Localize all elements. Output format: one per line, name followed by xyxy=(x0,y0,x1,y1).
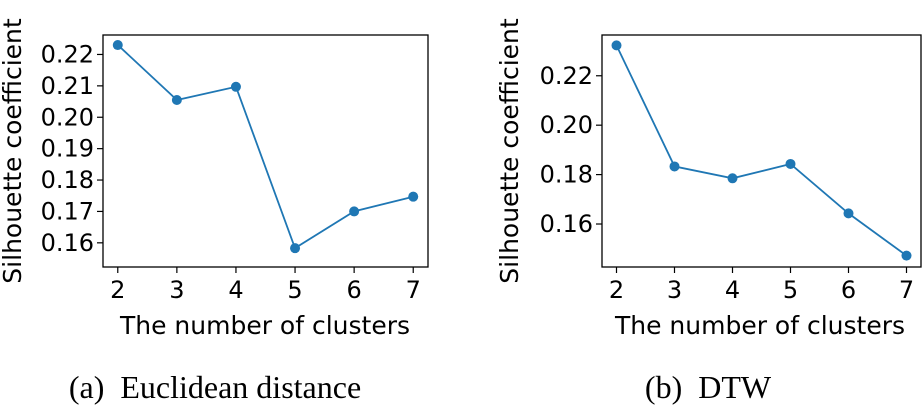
x-axis-label: The number of clusters xyxy=(119,311,410,340)
series-points xyxy=(112,40,419,254)
x-axis-ticks: 2 3 4 5 6 7 xyxy=(110,267,421,304)
caption-a: (a) Euclidean distance xyxy=(69,369,361,405)
series-line xyxy=(117,44,414,250)
chart-dtw: 0.16 0.18 0.20 0.22 2 3 4 5 6 7 The number of cl… xyxy=(495,18,922,405)
plot-frame xyxy=(102,34,429,268)
x-tick-label: 7 xyxy=(406,276,421,304)
data-point xyxy=(611,40,622,51)
data-point xyxy=(230,81,241,92)
x-tick-label: 7 xyxy=(899,276,914,304)
plot-frame xyxy=(601,34,922,268)
y-axis-label: Silhouette coefficient xyxy=(495,18,524,284)
data-point xyxy=(112,40,123,51)
y-axis-ticks: 0.16 0.17 0.18 0.19 0.20 0.21 0.22 xyxy=(41,40,103,257)
x-tick-label: 2 xyxy=(110,276,125,304)
x-axis-ticks: 2 3 4 5 6 7 xyxy=(609,267,914,304)
x-tick-label: 4 xyxy=(725,276,740,304)
caption-b: (b) DTW xyxy=(645,369,772,405)
data-point xyxy=(843,208,854,219)
y-tick-label: 0.16 xyxy=(540,210,593,238)
data-point xyxy=(785,158,796,169)
data-point xyxy=(171,94,182,105)
y-tick-label: 0.20 xyxy=(41,103,94,131)
data-point xyxy=(727,173,738,184)
x-tick-label: 6 xyxy=(346,276,361,304)
y-tick-label: 0.21 xyxy=(41,72,94,100)
x-tick-label: 6 xyxy=(841,276,856,304)
data-point xyxy=(669,161,680,172)
y-tick-label: 0.17 xyxy=(41,197,94,225)
x-tick-label: 4 xyxy=(228,276,243,304)
y-tick-label: 0.22 xyxy=(540,62,593,90)
y-tick-label: 0.22 xyxy=(41,40,94,68)
data-point xyxy=(408,191,419,202)
x-tick-label: 3 xyxy=(667,276,682,304)
x-tick-label: 5 xyxy=(783,276,798,304)
series-line xyxy=(615,45,908,257)
y-axis-label: Silhouette coefficient xyxy=(0,18,27,284)
series-points xyxy=(611,40,912,261)
data-point xyxy=(290,243,301,254)
x-tick-label: 5 xyxy=(287,276,302,304)
chart-euclidean: 0.16 0.17 0.18 0.19 0.20 0.21 0.22 2 3 4 5 6 7 The … xyxy=(0,18,429,405)
y-tick-label: 0.16 xyxy=(41,229,94,257)
x-tick-label: 2 xyxy=(609,276,624,304)
x-axis-label: The number of clusters xyxy=(614,311,905,340)
y-tick-label: 0.19 xyxy=(41,135,94,163)
y-tick-label: 0.20 xyxy=(540,111,593,139)
data-point xyxy=(349,206,360,217)
data-point xyxy=(901,250,912,261)
y-tick-label: 0.18 xyxy=(41,166,94,194)
y-axis-ticks: 0.16 0.18 0.20 0.22 xyxy=(540,62,602,238)
y-tick-label: 0.18 xyxy=(540,161,593,189)
x-tick-label: 3 xyxy=(169,276,184,304)
